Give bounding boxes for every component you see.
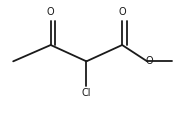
- Text: O: O: [118, 7, 126, 17]
- Text: O: O: [47, 7, 55, 17]
- Text: O: O: [145, 56, 153, 66]
- Text: Cl: Cl: [82, 88, 91, 98]
